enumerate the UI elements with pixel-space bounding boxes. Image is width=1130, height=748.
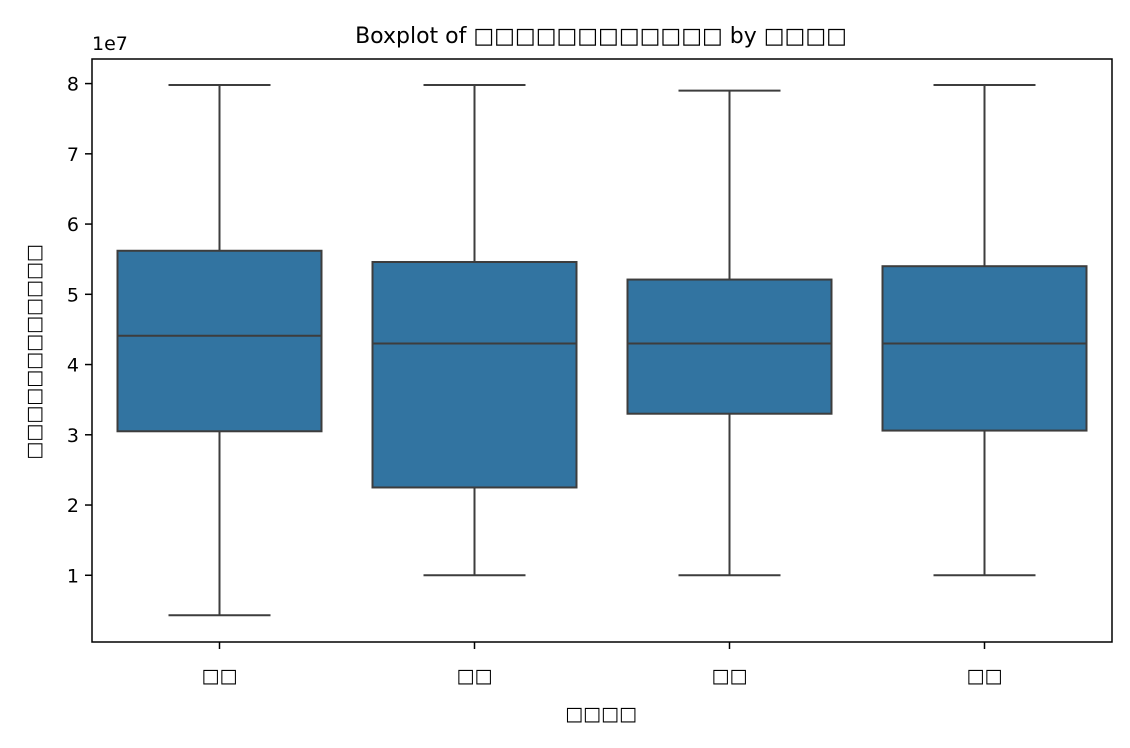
y-axis-label: □□□□□□□□□□□□ — [23, 244, 45, 459]
y-tick-label: 7 — [67, 144, 79, 166]
plot-area: 1 2 3 4 5 6 7 8 □□ □□ □□ □□ — [67, 74, 1088, 687]
y-tick-label: 4 — [67, 355, 79, 377]
x-tick-label: □□ — [202, 665, 238, 687]
y-tick-label: 5 — [67, 284, 79, 306]
x-tick-label: □□ — [712, 665, 748, 687]
y-tick-label: 6 — [67, 214, 79, 236]
box-iqr — [881, 265, 1088, 432]
chart-title: Boxplot of □□□□□□□□□□□□ by □□□□ — [355, 24, 847, 49]
box-iqr — [626, 278, 833, 415]
box-iqr — [371, 260, 578, 489]
plot-frame — [91, 58, 1113, 643]
y-tick-label: 2 — [67, 495, 79, 517]
y-tick-label: 1 — [67, 565, 79, 587]
x-tick-label: □□ — [457, 665, 493, 687]
y-offset-label: 1e7 — [92, 33, 128, 55]
y-tick-label: 8 — [67, 74, 79, 96]
box-iqr — [116, 249, 323, 433]
y-tick-label: 3 — [67, 425, 79, 447]
x-tick-label: □□ — [967, 665, 1003, 687]
x-axis-label: □□□□ — [565, 703, 637, 725]
